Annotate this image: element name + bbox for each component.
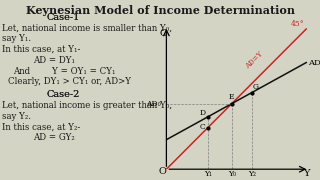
Text: AD: AD [308,58,320,67]
Text: Let, national income is smaller than Y₀,: Let, national income is smaller than Y₀, [2,23,172,32]
Text: E: E [228,93,234,101]
Text: G: G [252,83,259,91]
Text: say Y₁.: say Y₁. [2,34,31,43]
Text: say Y₂.: say Y₂. [2,112,31,121]
Text: Case-1: Case-1 [47,13,80,22]
Text: And        Y = OY₁ = CY₁: And Y = OY₁ = CY₁ [13,67,116,76]
Text: C: C [159,29,166,38]
Text: Y: Y [303,169,309,178]
Text: Case-2: Case-2 [47,90,80,99]
Text: C: C [200,123,205,131]
Text: In this case, at Y₁-: In this case, at Y₁- [2,45,80,54]
Text: Y₁: Y₁ [204,170,212,178]
Text: Y₀: Y₀ [228,170,236,178]
Text: Keynesian Model of Income Determination: Keynesian Model of Income Determination [26,5,294,16]
Text: Clearly, DY₁ > CY₁ or, AD>Y: Clearly, DY₁ > CY₁ or, AD>Y [8,77,131,86]
Text: 45°: 45° [291,20,305,28]
Text: D: D [199,109,205,117]
Text: Y₂: Y₂ [248,170,256,178]
Text: AD=Y: AD=Y [244,50,265,70]
Text: O: O [159,167,167,176]
Text: Case-1: Case-1 [47,13,80,22]
Text: AD₀: AD₀ [146,100,161,108]
Text: AD = GY₂: AD = GY₂ [33,133,75,142]
Text: In this case, at Y₂-: In this case, at Y₂- [2,122,80,131]
Text: Case-2: Case-2 [47,90,80,99]
Text: AD = DY₁: AD = DY₁ [33,56,75,65]
Text: Let, national income is greater than Y₀,: Let, national income is greater than Y₀, [2,101,172,110]
